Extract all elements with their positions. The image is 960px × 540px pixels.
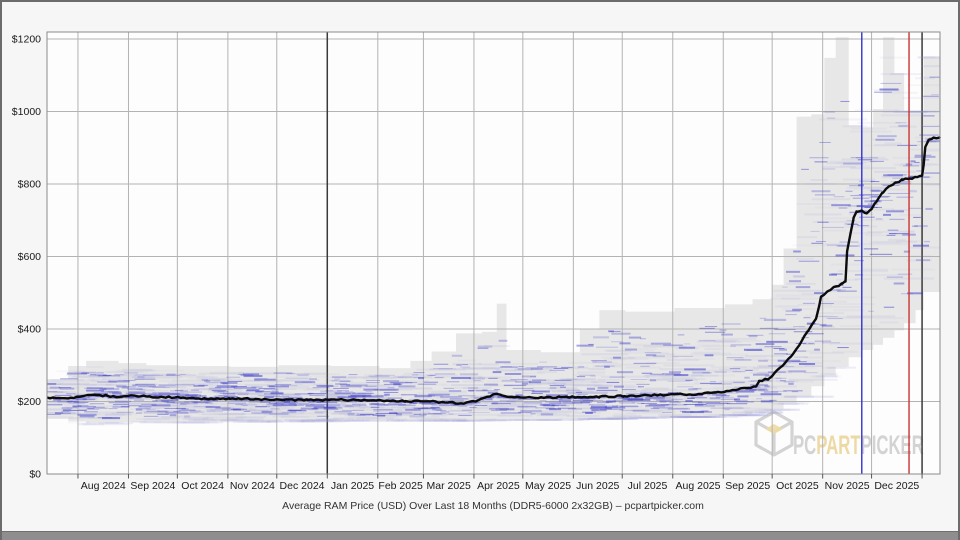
price-range-band xyxy=(47,37,940,424)
x-axis-tick-label: May 2025 xyxy=(525,480,571,492)
y-axis-tick-label: $800 xyxy=(18,179,42,191)
plot-border xyxy=(46,31,941,475)
x-axis-tick-label: Sep 2025 xyxy=(725,480,770,492)
x-axis-tick-label: Aug 2024 xyxy=(81,480,126,492)
event-marker-lines xyxy=(861,32,910,474)
x-axis-tick-label: Sep 2024 xyxy=(130,480,175,492)
x-axis-tick-label: Jun 2025 xyxy=(576,480,619,492)
x-axis-tick-label: Nov 2025 xyxy=(825,480,870,492)
x-axis-tick-label: Oct 2024 xyxy=(181,480,224,492)
window-bottom-bar xyxy=(2,531,958,540)
x-axis-tick-label: Nov 2024 xyxy=(230,480,275,492)
y-axis-tick-label: $200 xyxy=(18,396,42,408)
x-axis-tick-label: Jan 2025 xyxy=(331,480,374,492)
chart-title: Average RAM Price (USD) Over Last 18 Mon… xyxy=(282,500,704,512)
y-axis-tick-label: $400 xyxy=(18,324,42,336)
pcpartpicker-logo-icon xyxy=(754,410,794,457)
x-axis-tick-label: Jul 2025 xyxy=(628,480,668,492)
y-axis-tick-label: $1200 xyxy=(12,34,41,46)
x-axis-tick-label: Dec 2025 xyxy=(874,480,919,492)
y-axis-tick-label: $1000 xyxy=(12,106,41,118)
y-axis-tick-label: $600 xyxy=(18,251,42,263)
x-axis-tick-label: Apr 2025 xyxy=(477,480,520,492)
x-axis-tick-label: Oct 2025 xyxy=(776,480,819,492)
x-axis-tick-label: Dec 2024 xyxy=(280,480,325,492)
x-axis-tick-label: Mar 2025 xyxy=(427,480,472,492)
y-axis-tick-label: $0 xyxy=(29,469,41,481)
watermark-text: PCPARTPICKER xyxy=(793,430,924,460)
x-axis-tick-label: Feb 2025 xyxy=(378,480,423,492)
average-price-line xyxy=(46,136,942,405)
axis-labels: $0 $200 $400 $600 $800 $1000 $1200 Aug 2024 Sep … xyxy=(12,34,923,492)
scatter-listings-layer xyxy=(47,56,940,426)
x-axis-tick-label: Aug 2025 xyxy=(676,480,721,492)
ram-price-history-chart: PCPARTPICKER $0 $200 $400 $600 $800 $1000 $120… xyxy=(12,31,942,512)
